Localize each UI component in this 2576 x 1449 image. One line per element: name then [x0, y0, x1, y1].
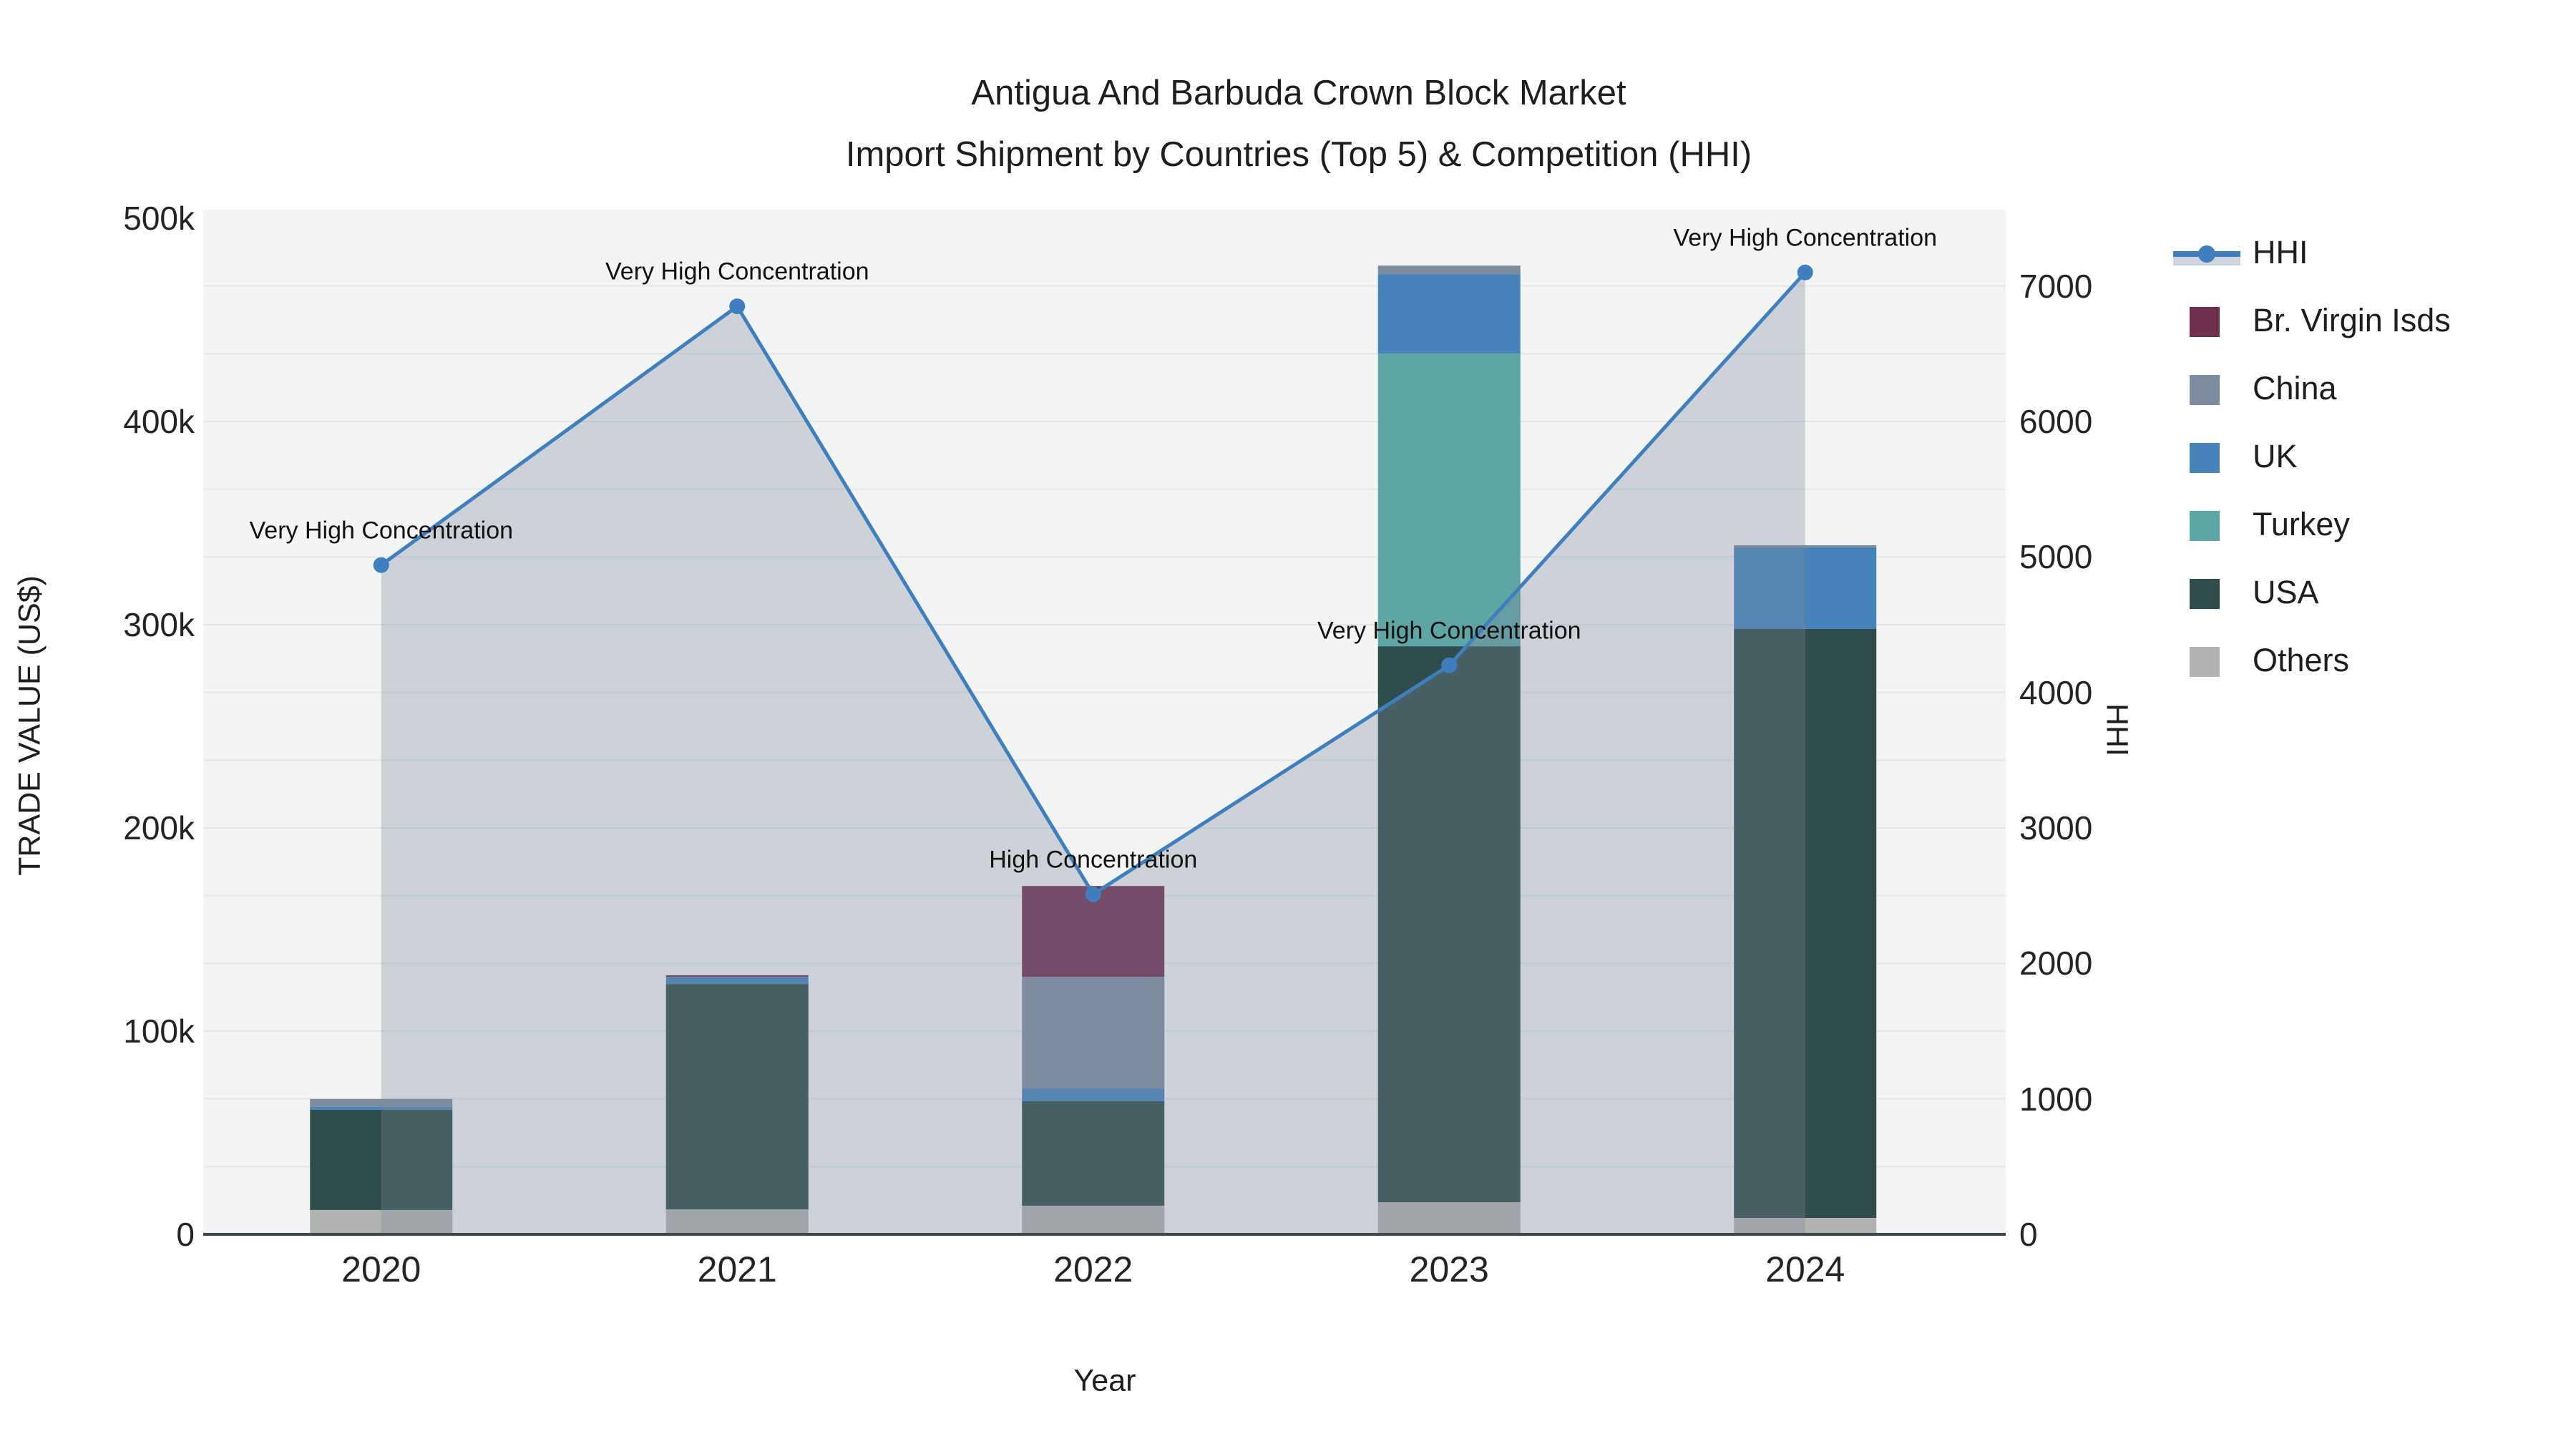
bar-segment-uk-2020[interactable] — [310, 1106, 453, 1110]
bar-segment-others-2022[interactable] — [1022, 1205, 1165, 1234]
legend-label: HHI — [2253, 234, 2308, 270]
bar-segment-uk-2023[interactable] — [1377, 274, 1521, 354]
x-tick-label: 2022 — [1053, 1249, 1133, 1289]
bar-segment-china-2024[interactable] — [1734, 545, 1877, 548]
y2-tick-label: 7000 — [2019, 267, 2093, 305]
legend-label: China — [2253, 370, 2337, 406]
x-tick-label: 2023 — [1409, 1249, 1489, 1289]
hhi-marker-2021[interactable] — [729, 298, 746, 315]
x-axis-title: Year — [1073, 1363, 1136, 1398]
legend-label: Others — [2253, 642, 2350, 678]
bar-segment-china-2023[interactable] — [1377, 265, 1521, 275]
y2-tick-label: 5000 — [2019, 538, 2093, 576]
y2-axis-title: HHI — [2099, 703, 2135, 757]
bar-segment-usa-2021[interactable] — [665, 984, 809, 1210]
bar-segment-usa-2023[interactable] — [1377, 646, 1521, 1203]
bar-segment-uk-2021[interactable] — [665, 977, 809, 985]
bar-segment-china-2020[interactable] — [310, 1098, 453, 1107]
hhi-area-fill — [381, 272, 1805, 1234]
hhi-annotation-2023: Very High Concentration — [1317, 617, 1581, 645]
bar-segment-usa-2020[interactable] — [310, 1109, 453, 1210]
y2-tick-label: 3000 — [2019, 809, 2093, 847]
y-tick-label: 300k — [123, 606, 195, 643]
hhi-marker-2024[interactable] — [1797, 264, 1813, 280]
bar-segment-others-2024[interactable] — [1734, 1217, 1877, 1234]
legend-item-others[interactable]: Others — [2173, 642, 2574, 680]
legend-swatch-others — [2190, 647, 2220, 677]
bar-segment-usa-2022[interactable] — [1022, 1101, 1165, 1206]
hhi-line-swatch — [2173, 245, 2240, 265]
hhi-annotation-2024: Very High Concentration — [1673, 224, 1938, 252]
bar-segment-turkey-2023[interactable] — [1377, 353, 1521, 647]
legend-item-br-virgin-isds[interactable]: Br. Virgin Isds — [2173, 302, 2574, 340]
hhi-annotation-2021: Very High Concentration — [605, 258, 869, 286]
bar-segment-others-2023[interactable] — [1377, 1202, 1521, 1234]
legend-label: Br. Virgin Isds — [2253, 302, 2451, 338]
legend-label: USA — [2253, 574, 2319, 610]
legend-swatch-turkey — [2190, 511, 2220, 541]
bar-segment-usa-2024[interactable] — [1734, 628, 1877, 1218]
legend-item-usa[interactable]: USA — [2173, 574, 2574, 612]
legend-item-hhi[interactable]: HHI — [2173, 234, 2574, 272]
legend-item-uk[interactable]: UK — [2173, 438, 2574, 476]
legend-swatch-china — [2190, 375, 2220, 405]
y2-tick-label: 2000 — [2019, 945, 2093, 982]
legend-item-turkey[interactable]: Turkey — [2173, 506, 2574, 544]
chart-title-line1: Antigua And Barbuda Crown Block Market — [971, 74, 1626, 112]
hhi-marker-2020[interactable] — [373, 557, 389, 573]
y-axis-title: TRADE VALUE (US$) — [12, 575, 47, 876]
y-tick-label: 400k — [123, 403, 195, 440]
legend-item-china[interactable]: China — [2173, 370, 2574, 408]
bar-segment-uk-2022[interactable] — [1022, 1088, 1165, 1101]
legend-label: Turkey — [2253, 506, 2350, 542]
y2-tick-label: 4000 — [2019, 673, 2093, 711]
bar-segment-china-2022[interactable] — [1022, 977, 1165, 1089]
y2-tick-label: 0 — [2019, 1216, 2038, 1253]
legend-label: UK — [2253, 438, 2298, 474]
x-tick-label: 2020 — [341, 1249, 421, 1289]
hhi-annotation-2022: High Concentration — [989, 846, 1198, 874]
chart-title-line2: Import Shipment by Countries (Top 5) & C… — [845, 135, 1752, 174]
hhi-marker-2022[interactable] — [1085, 886, 1101, 902]
y2-tick-label: 6000 — [2019, 403, 2093, 440]
y-tick-label: 200k — [123, 809, 195, 847]
legend-swatch-uk — [2190, 443, 2220, 473]
x-tick-label: 2021 — [697, 1249, 777, 1289]
legend-swatch-usa — [2190, 579, 2220, 609]
legend-swatch-br-virgin-isds — [2190, 307, 2220, 337]
hhi-marker-2023[interactable] — [1441, 657, 1458, 673]
x-tick-label: 2024 — [1765, 1249, 1845, 1289]
y-tick-label: 500k — [123, 200, 195, 237]
bar-segment-br-virgin-isds-2021[interactable] — [665, 975, 809, 977]
y-tick-label: 0 — [176, 1216, 195, 1253]
hhi-annotation-2020: Very High Concentration — [249, 517, 514, 545]
y-tick-label: 100k — [123, 1013, 195, 1050]
bar-segment-others-2021[interactable] — [665, 1209, 809, 1234]
y2-tick-label: 1000 — [2019, 1080, 2093, 1118]
bar-segment-uk-2024[interactable] — [1734, 547, 1877, 629]
bar-segment-others-2020[interactable] — [310, 1209, 453, 1234]
